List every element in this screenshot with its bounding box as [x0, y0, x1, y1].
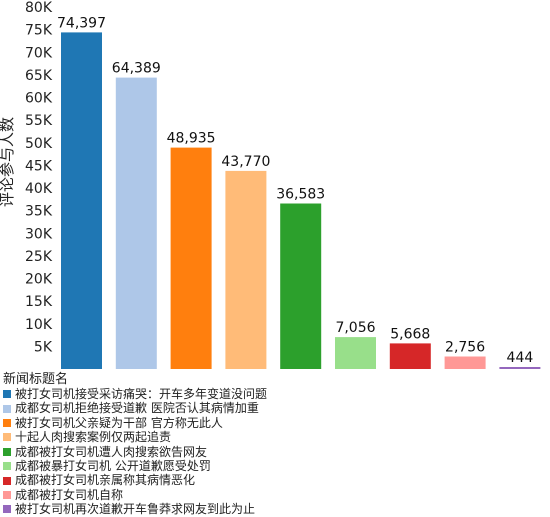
y-tick-label: 10K: [25, 317, 53, 333]
bar: [115, 77, 157, 369]
y-axis-label: 评论参与人数: [0, 117, 16, 207]
legend-label: 成都被暴打女司机 公开道歉愿受处罚: [15, 458, 211, 473]
legend-item: 被打女司机再次道歉开车鲁莽求网友到此为止: [3, 502, 548, 516]
y-tick-label: 40K: [25, 181, 53, 197]
legend-item: 成都女司机拒绝接受道歉 医院否认其病情加重: [3, 401, 548, 415]
legend-label: 成都女司机拒绝接受道歉 医院否认其病情加重: [15, 401, 259, 416]
legend-item: 成都被打女司机自称: [3, 488, 548, 502]
data-label: 2,756: [445, 340, 485, 356]
legend-items: 被打女司机接受采访痛哭：开车多年变道没问题 成都女司机拒绝接受道歉 医院否认其病情…: [3, 387, 548, 517]
y-tick-label: 25K: [25, 249, 53, 265]
data-label: 43,770: [221, 154, 270, 170]
legend-label: 成都被打女司机亲属称其病情恶化: [15, 473, 196, 488]
legend-swatch: [3, 390, 11, 399]
data-label: 444: [507, 350, 534, 366]
y-tick-label: 80K: [25, 0, 53, 16]
legend-item: 成都被打女司机亲属称其病情恶化: [3, 473, 548, 487]
legend-swatch: [3, 433, 11, 442]
legend-label: 成都被打女司机自称: [15, 487, 124, 502]
legend-swatch: [3, 490, 11, 499]
legend-item: 成都被打女司机遭人肉搜索欲告网友: [3, 445, 548, 459]
data-label: 74,397: [57, 15, 106, 31]
y-tick-label: 75K: [25, 23, 53, 39]
y-tick-label: 30K: [25, 226, 53, 242]
legend-swatch: [3, 462, 11, 471]
y-tick-label: 50K: [25, 136, 53, 152]
bar: [335, 337, 376, 369]
legend-swatch: [3, 418, 11, 427]
legend-label: 被打女司机父亲疑为干部 官方称无此人: [15, 415, 223, 430]
legend-title: 新闻标题名: [3, 372, 69, 387]
bar: [444, 356, 486, 369]
legend: 新闻标题名 被打女司机接受采访痛哭：开车多年变道没问题 成都女司机拒绝接受道歉 医…: [3, 372, 548, 517]
bar-chart: 5K 10K 15K 20K 25K 30K 35K 40K 45K 50K 55K 60K 65K 70…: [0, 0, 541, 370]
bar: [170, 147, 212, 369]
data-label: 64,389: [112, 61, 161, 77]
y-tick-label: 70K: [25, 45, 53, 61]
data-label: 5,668: [390, 326, 430, 342]
bar: [499, 367, 541, 369]
data-label: 48,935: [167, 131, 216, 147]
legend-item: 被打女司机接受采访痛哭：开车多年变道没问题: [3, 387, 548, 401]
legend-label: 被打女司机再次道歉开车鲁莽求网友到此为止: [15, 502, 256, 517]
legend-label: 成都被打女司机遭人肉搜索欲告网友: [15, 444, 208, 459]
y-tick-label: 5K: [34, 339, 53, 355]
bar: [280, 203, 322, 369]
y-tick-label: 65K: [25, 68, 53, 84]
y-tick-label: 60K: [25, 91, 53, 107]
y-axis: 5K 10K 15K 20K 25K 30K 35K 40K 45K 50K 55K 60K 65K 70…: [25, 0, 53, 355]
legend-label: 十起人肉搜索案例仅两起追责: [15, 430, 172, 445]
bar: [389, 343, 431, 369]
bars: [61, 32, 541, 370]
data-label: 7,056: [335, 320, 375, 336]
legend-swatch: [3, 447, 11, 456]
y-tick-label: 20K: [25, 272, 53, 288]
data-label: 36,583: [276, 187, 325, 203]
legend-item: 成都被暴打女司机 公开道歉愿受处罚: [3, 459, 548, 473]
bar: [61, 32, 102, 370]
bar: [225, 170, 267, 369]
legend-item: 十起人肉搜索案例仅两起追责: [3, 430, 548, 444]
y-tick-label: 45K: [25, 158, 53, 174]
legend-item: 被打女司机父亲疑为干部 官方称无此人: [3, 416, 548, 430]
legend-swatch: [3, 404, 11, 413]
y-tick-label: 15K: [25, 294, 53, 310]
y-tick-label: 55K: [25, 113, 53, 129]
legend-label: 被打女司机接受采访痛哭：开车多年变道没问题: [15, 387, 268, 401]
legend-swatch: [3, 476, 11, 485]
y-tick-label: 35K: [25, 204, 53, 220]
legend-swatch: [3, 505, 11, 514]
data-labels: 74,397 64,389 48,935 43,770 36,583 7,056 5,668…: [57, 15, 533, 366]
